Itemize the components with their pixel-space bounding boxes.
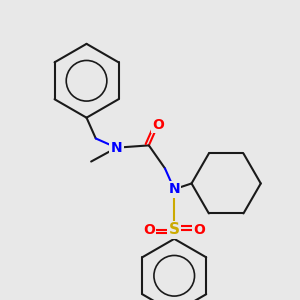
- Text: N: N: [111, 141, 122, 155]
- Text: N: N: [168, 182, 180, 196]
- Text: S: S: [169, 222, 180, 237]
- Text: O: O: [152, 118, 164, 132]
- Text: O: O: [143, 223, 155, 237]
- Text: O: O: [194, 223, 206, 237]
